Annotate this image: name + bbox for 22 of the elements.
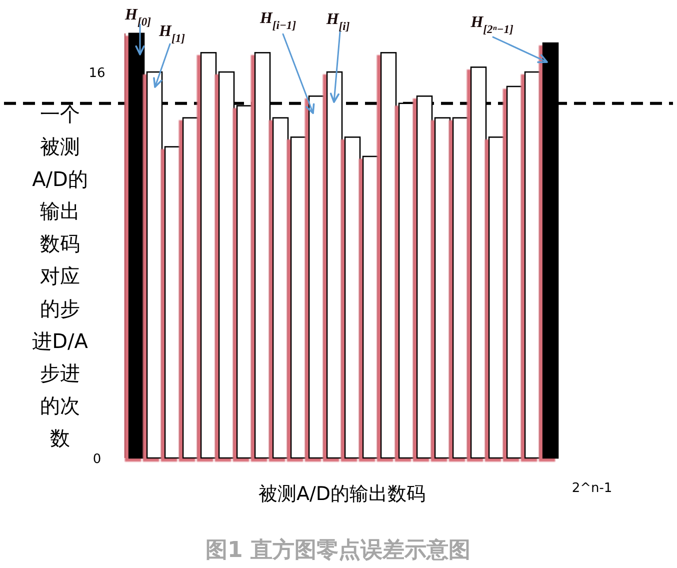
bar: [362, 156, 379, 459]
bar: [326, 71, 343, 459]
text: H$_{[0]}$: [124, 6, 152, 28]
text: 2^n-1: [572, 481, 612, 496]
bar: [488, 136, 505, 459]
text: H$_{[i−1]}$: [258, 10, 296, 32]
bar: [182, 117, 199, 459]
annotation: H$_{[1]}$: [158, 23, 186, 45]
y-tick-label: 0: [92, 452, 102, 467]
bar: [434, 117, 451, 459]
bar: [452, 117, 469, 459]
bar: [164, 146, 181, 459]
bar: [344, 136, 361, 459]
bar: [272, 117, 289, 459]
annotation: H$_{[2ⁿ−1]}$: [470, 14, 514, 36]
x-axis-title: 被测A/D的输出数码: [258, 483, 426, 505]
bar: [290, 136, 307, 459]
text: H$_{[i]}$: [325, 11, 350, 33]
bar: [380, 52, 397, 459]
text: 一个被测A/D的输出数码对应的步进D/A步进的次数: [32, 102, 88, 450]
y-tick-label: 16: [88, 66, 106, 81]
caption: 图1 直方图零点误差示意图: [206, 537, 470, 563]
